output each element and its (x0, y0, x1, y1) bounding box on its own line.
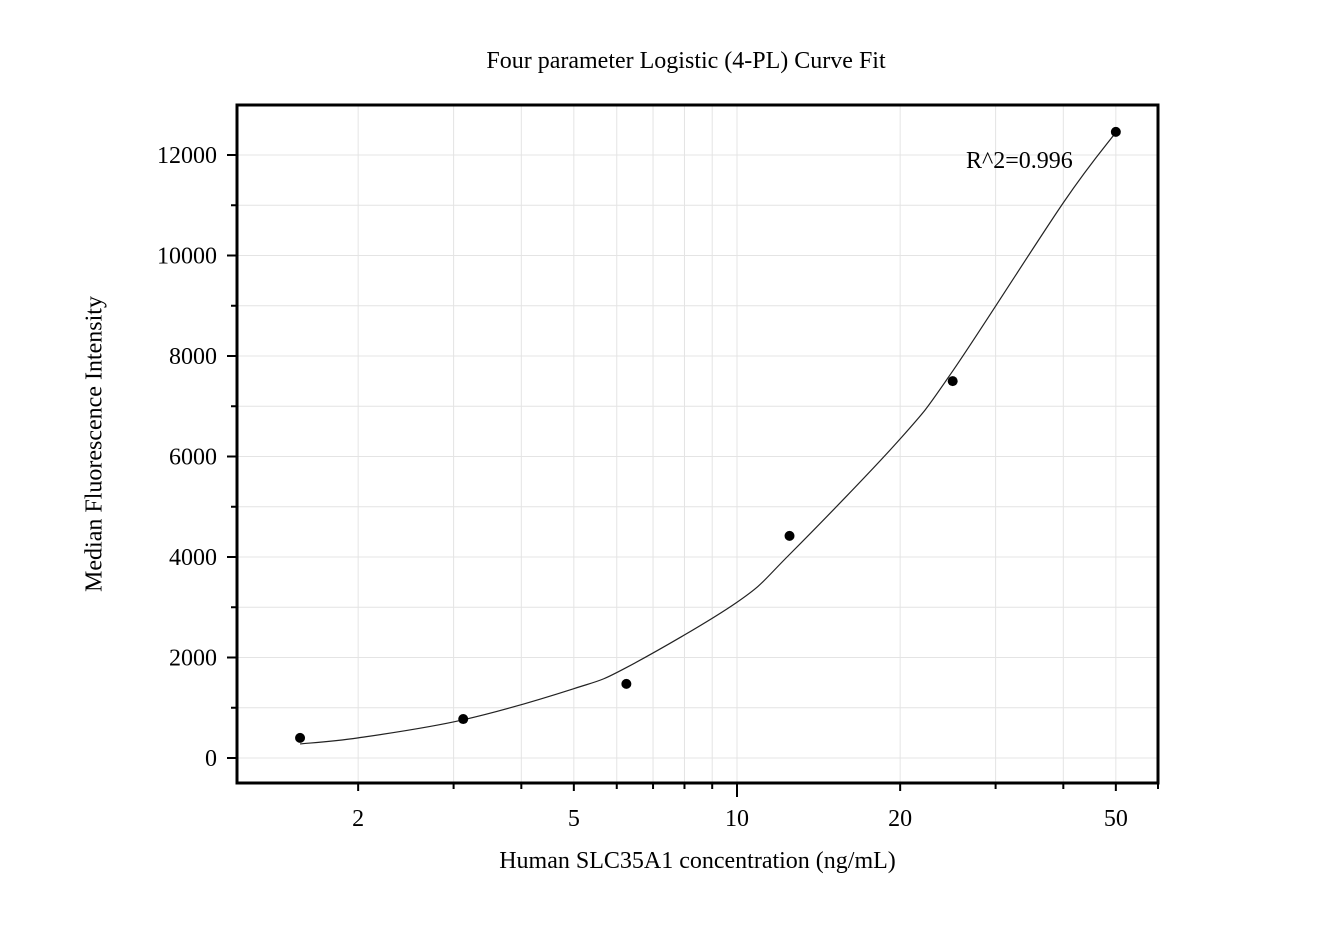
x-tick-label: 20 (888, 806, 912, 832)
y-tick-label: 6000 (169, 445, 217, 471)
chart-title: Four parameter Logistic (4-PL) Curve Fit (486, 48, 886, 74)
y-axis-ticks: 0 2000 4000 6000 8000 10000 12000 (157, 143, 237, 772)
y-tick-label: 12000 (157, 143, 217, 169)
y-tick-label: 4000 (169, 545, 217, 571)
y-tick-label: 10000 (157, 244, 217, 270)
x-tick-label: 50 (1104, 806, 1128, 832)
y-tick-label: 0 (205, 746, 217, 772)
data-point (1110, 126, 1121, 137)
x-tick-label: 5 (568, 806, 580, 832)
data-points (295, 126, 1121, 743)
data-point (784, 530, 795, 541)
data-point (295, 732, 306, 743)
x-tick-label: 2 (352, 806, 364, 832)
r-squared-annotation: R^2=0.996 (966, 148, 1073, 174)
y-axis-label: Median Fluorescence Intensity (81, 296, 108, 592)
data-point (458, 714, 469, 725)
x-tick-label: 10 (725, 806, 749, 832)
x-axis-ticks: 2 5 10 20 50 (352, 783, 1159, 832)
grid-lines (237, 105, 1158, 783)
y-tick-label: 2000 (169, 646, 217, 672)
x-axis-label: Human SLC35A1 concentration (ng/mL) (499, 848, 896, 874)
y-tick-label: 8000 (169, 344, 217, 370)
fit-curve (299, 132, 1117, 745)
data-point (621, 678, 632, 689)
plot-frame (235, 103, 1160, 785)
data-point (947, 376, 958, 387)
